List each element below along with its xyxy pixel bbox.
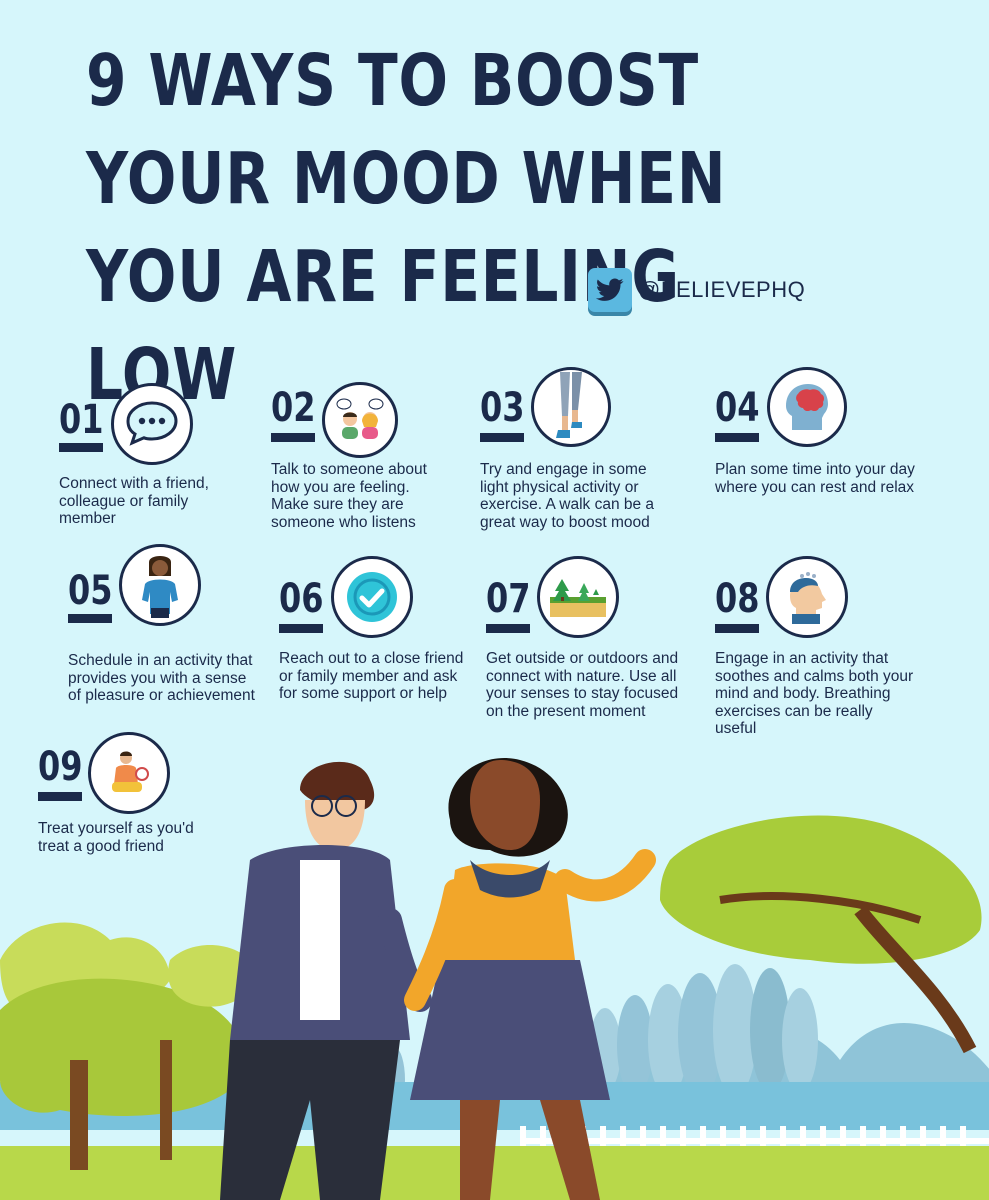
tip-description: Plan some time into your day where you c… xyxy=(715,461,915,496)
tip-number: 02 xyxy=(271,385,316,431)
number-underline xyxy=(38,792,82,801)
happy-person-icon xyxy=(119,544,201,626)
tip-description: Try and engage in some light physical ac… xyxy=(480,461,655,531)
twitter-icon xyxy=(588,268,632,312)
page-title: 9 WAYS TO BOOST YOUR MOOD WHEN YOU ARE F… xyxy=(86,39,727,416)
number-underline xyxy=(279,624,323,633)
tip-number: 05 xyxy=(68,568,113,614)
number-underline xyxy=(271,433,315,442)
social-handle[interactable]: @BELIEVEPHQ xyxy=(588,268,805,312)
tip-number: 07 xyxy=(486,576,531,622)
number-underline xyxy=(715,433,759,442)
number-underline xyxy=(59,443,103,452)
park-couple-illustration xyxy=(0,758,989,1200)
twitter-handle: @BELIEVEPHQ xyxy=(638,277,806,302)
nature-trees-icon xyxy=(537,556,619,638)
calm-head-icon xyxy=(766,556,848,638)
right-tree xyxy=(660,815,982,1054)
number-underline xyxy=(486,624,530,633)
tip-number: 03 xyxy=(480,385,525,431)
self-care-person-icon xyxy=(88,732,170,814)
number-underline xyxy=(480,433,524,442)
number-underline xyxy=(68,614,112,623)
tip-number: 09 xyxy=(38,744,83,790)
speech-bubble-icon xyxy=(111,383,193,465)
tip-number: 06 xyxy=(279,576,324,622)
tip-description: Get outside or outdoors and connect with… xyxy=(486,650,679,720)
two-people-talking-icon xyxy=(322,382,398,458)
tip-number: 04 xyxy=(715,385,760,431)
checkmark-icon xyxy=(331,556,413,638)
man-figure xyxy=(220,761,432,1200)
tip-description: Talk to someone about how you are feelin… xyxy=(271,461,427,531)
tip-description: Schedule in an activity that provides yo… xyxy=(68,652,255,704)
tip-description: Connect with a friend, colleague or fami… xyxy=(59,475,209,527)
tip-number: 08 xyxy=(715,576,760,622)
tip-description: Reach out to a close friend or family me… xyxy=(279,650,464,702)
woman-figure xyxy=(404,758,656,1200)
tip-description: Engage in an activity that soothes and c… xyxy=(715,650,914,737)
left-trees xyxy=(0,922,254,1170)
tip-description: Treat yourself as you'd treat a good fri… xyxy=(38,820,194,855)
number-underline xyxy=(715,624,759,633)
tip-number: 01 xyxy=(59,397,104,443)
walking-legs-icon xyxy=(531,367,611,447)
brain-head-icon xyxy=(767,367,847,447)
